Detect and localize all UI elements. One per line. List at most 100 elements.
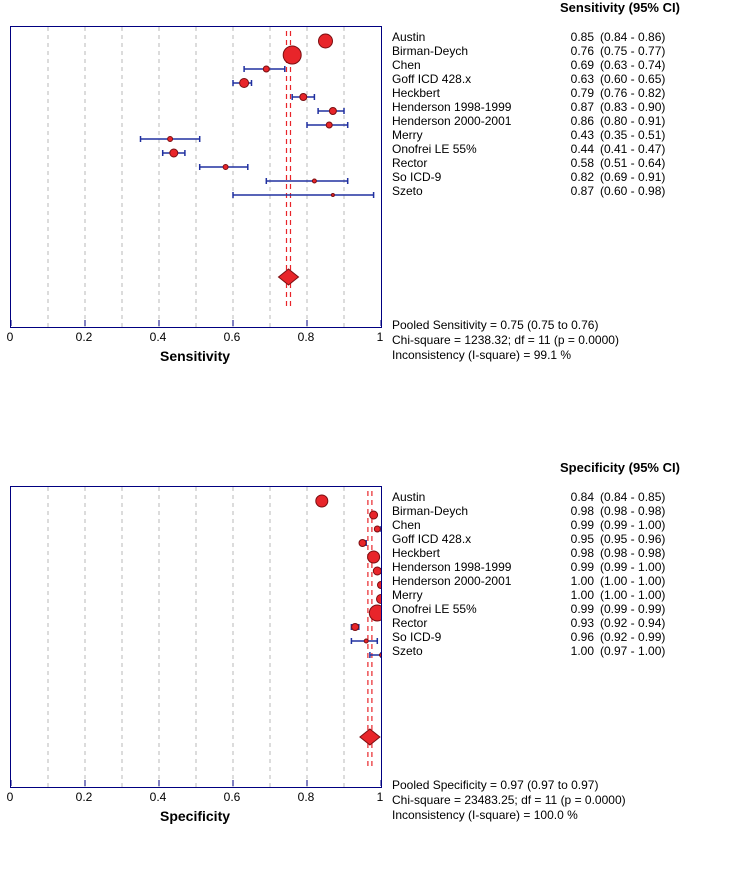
study-estimate: 0.84 <box>562 490 600 504</box>
study-name: So ICD-9 <box>392 630 562 644</box>
specificity-forest-plot <box>10 486 382 788</box>
sensitivity-study-table: Austin0.85(0.84 - 0.86)Birman-Deych0.76(… <box>392 30 720 198</box>
study-estimate: 0.87 <box>562 184 600 198</box>
study-estimate: 0.99 <box>562 560 600 574</box>
specificity-xtick: 0.6 <box>217 790 247 804</box>
study-name: Szeto <box>392 184 562 198</box>
pooled-line: Chi-square = 1238.32; df = 11 (p = 0.000… <box>392 333 619 348</box>
study-estimate: 1.00 <box>562 644 600 658</box>
study-name: So ICD-9 <box>392 170 562 184</box>
sensitivity-xlabel: Sensitivity <box>10 348 380 364</box>
study-ci: (0.84 - 0.86) <box>600 30 720 44</box>
sensitivity-xtick: 0.8 <box>291 330 321 344</box>
study-estimate: 0.99 <box>562 602 600 616</box>
sensitivity-xtick: 0.6 <box>217 330 247 344</box>
study-ci: (1.00 - 1.00) <box>600 574 720 588</box>
study-name: Henderson 1998-1999 <box>392 100 562 114</box>
study-name: Birman-Deych <box>392 44 562 58</box>
study-name: Henderson 2000-2001 <box>392 574 562 588</box>
study-ci: (0.84 - 0.85) <box>600 490 720 504</box>
study-estimate: 0.98 <box>562 504 600 518</box>
study-ci: (0.99 - 1.00) <box>600 560 720 574</box>
study-ci: (0.98 - 0.98) <box>600 504 720 518</box>
study-ci: (0.51 - 0.64) <box>600 156 720 170</box>
study-name: Goff ICD 428.x <box>392 532 562 546</box>
study-name: Henderson 1998-1999 <box>392 560 562 574</box>
study-name: Heckbert <box>392 546 562 560</box>
study-name: Austin <box>392 490 562 504</box>
study-ci: (0.80 - 0.91) <box>600 114 720 128</box>
study-ci: (0.92 - 0.94) <box>600 616 720 630</box>
study-name: Henderson 2000-2001 <box>392 114 562 128</box>
study-name: Rector <box>392 616 562 630</box>
specificity-xtick: 0.8 <box>291 790 321 804</box>
sensitivity-xtick: 0 <box>0 330 25 344</box>
pooled-line: Chi-square = 23483.25; df = 11 (p = 0.00… <box>392 793 626 808</box>
study-ci: (0.97 - 1.00) <box>600 644 720 658</box>
study-name: Onofrei LE 55% <box>392 602 562 616</box>
pooled-line: Inconsistency (I-square) = 100.0 % <box>392 808 626 823</box>
study-ci: (0.69 - 0.91) <box>600 170 720 184</box>
sensitivity-pooled-summary: Pooled Sensitivity = 0.75 (0.75 to 0.76)… <box>392 318 619 363</box>
study-ci: (0.60 - 0.98) <box>600 184 720 198</box>
specificity-study-table: Austin0.84(0.84 - 0.85)Birman-Deych0.98(… <box>392 490 720 658</box>
study-estimate: 0.79 <box>562 86 600 100</box>
specificity-xtick: 0.2 <box>69 790 99 804</box>
sensitivity-xtick: 1 <box>365 330 395 344</box>
study-estimate: 0.63 <box>562 72 600 86</box>
study-name: Onofrei LE 55% <box>392 142 562 156</box>
sensitivity-forest-plot <box>10 26 382 328</box>
study-ci: (0.63 - 0.74) <box>600 58 720 72</box>
study-ci: (1.00 - 1.00) <box>600 588 720 602</box>
specificity-pooled-summary: Pooled Specificity = 0.97 (0.97 to 0.97)… <box>392 778 626 823</box>
study-name: Austin <box>392 30 562 44</box>
study-ci: (0.99 - 1.00) <box>600 518 720 532</box>
study-ci: (0.35 - 0.51) <box>600 128 720 142</box>
specificity-header: Specificity (95% CI) <box>560 460 756 475</box>
study-estimate: 0.85 <box>562 30 600 44</box>
sensitivity-panel: Sensitivity (95% CI) 0 0.2 0.4 0.6 0.8 1 Sensit… <box>0 0 756 420</box>
sensitivity-xtick: 0.4 <box>143 330 173 344</box>
study-name: Chen <box>392 518 562 532</box>
study-estimate: 0.43 <box>562 128 600 142</box>
study-estimate: 0.76 <box>562 44 600 58</box>
pooled-line: Inconsistency (I-square) = 99.1 % <box>392 348 619 363</box>
study-estimate: 1.00 <box>562 588 600 602</box>
study-name: Rector <box>392 156 562 170</box>
specificity-xtick: 1 <box>365 790 395 804</box>
study-estimate: 0.69 <box>562 58 600 72</box>
study-estimate: 0.82 <box>562 170 600 184</box>
study-ci: (0.76 - 0.82) <box>600 86 720 100</box>
study-estimate: 0.99 <box>562 518 600 532</box>
sensitivity-xtick: 0.2 <box>69 330 99 344</box>
study-name: Chen <box>392 58 562 72</box>
specificity-xtick: 0 <box>0 790 25 804</box>
study-name: Merry <box>392 128 562 142</box>
study-estimate: 0.44 <box>562 142 600 156</box>
pooled-line: Pooled Sensitivity = 0.75 (0.75 to 0.76) <box>392 318 619 333</box>
study-name: Heckbert <box>392 86 562 100</box>
study-name: Merry <box>392 588 562 602</box>
study-ci: (0.95 - 0.96) <box>600 532 720 546</box>
pooled-line: Pooled Specificity = 0.97 (0.97 to 0.97) <box>392 778 626 793</box>
study-estimate: 0.96 <box>562 630 600 644</box>
study-ci: (0.83 - 0.90) <box>600 100 720 114</box>
study-name: Goff ICD 428.x <box>392 72 562 86</box>
study-ci: (0.99 - 0.99) <box>600 602 720 616</box>
study-estimate: 0.98 <box>562 546 600 560</box>
study-name: Birman-Deych <box>392 504 562 518</box>
study-ci: (0.41 - 0.47) <box>600 142 720 156</box>
sensitivity-header: Sensitivity (95% CI) <box>560 0 756 15</box>
specificity-panel: Specificity (95% CI) 0 0.2 0.4 0.6 0.8 1 Specif… <box>0 460 756 880</box>
study-ci: (0.75 - 0.77) <box>600 44 720 58</box>
study-name: Szeto <box>392 644 562 658</box>
study-estimate: 0.95 <box>562 532 600 546</box>
study-estimate: 1.00 <box>562 574 600 588</box>
study-ci: (0.92 - 0.99) <box>600 630 720 644</box>
specificity-xlabel: Specificity <box>10 808 380 824</box>
study-estimate: 0.87 <box>562 100 600 114</box>
study-estimate: 0.86 <box>562 114 600 128</box>
specificity-xtick: 0.4 <box>143 790 173 804</box>
study-ci: (0.60 - 0.65) <box>600 72 720 86</box>
study-ci: (0.98 - 0.98) <box>600 546 720 560</box>
